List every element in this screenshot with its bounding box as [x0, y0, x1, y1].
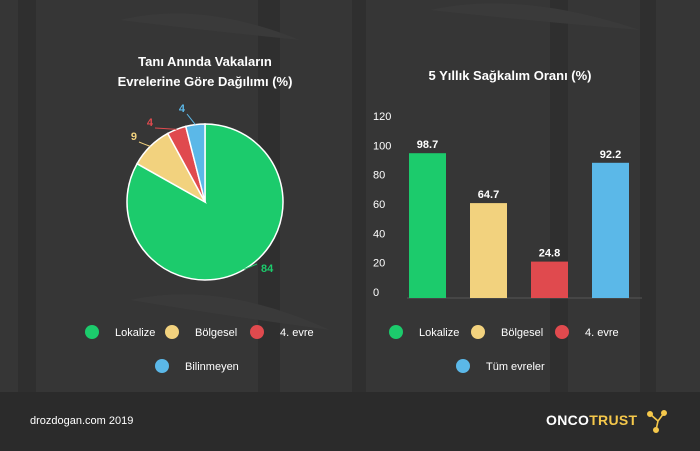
pie-legend-marker-0 — [85, 325, 99, 339]
bar-legend-label-0: Lokalize — [419, 327, 459, 339]
pie-legend-marker-1 — [165, 325, 179, 339]
bar-y-tick-2: 40 — [373, 228, 385, 240]
pie-data-label-0: 84 — [261, 263, 274, 275]
bar-y-tick-1: 20 — [373, 258, 385, 270]
bar-y-tick-6: 120 — [373, 111, 391, 123]
logo-onco: ONCO — [546, 412, 589, 428]
pie-legend: Lokalize Bölgesel 4. evre Bilinmeyen — [85, 325, 314, 373]
bar-data-label-0: 98.7 — [417, 139, 438, 151]
pie-leader-2 — [154, 127, 177, 130]
pie-title-line-1: Tanı Anında Vakaların — [138, 54, 272, 69]
bar-y-tick-3: 60 — [373, 199, 385, 211]
pie-data-label-1: 9 — [131, 131, 137, 143]
pie-slices — [126, 123, 284, 281]
pie-leader-3 — [186, 113, 196, 125]
pie-leader-1 — [138, 141, 151, 147]
bar-legend-label-3: Tüm evreler — [486, 361, 545, 373]
pie-legend-marker-3 — [155, 359, 169, 373]
oncotrust-logo: ONCOTRUST — [546, 409, 667, 433]
bar-legend: Lokalize Bölgesel 4. evre Tüm evreler — [389, 325, 619, 373]
footer-band — [0, 392, 700, 451]
bar-title: 5 Yıllık Sağkalım Oranı (%) — [428, 68, 591, 83]
footer-credit: drozdogan.com 2019 — [30, 415, 133, 427]
bar-legend-label-2: 4. evre — [585, 327, 619, 339]
bar-legend-marker-0 — [389, 325, 403, 339]
bar-1 — [470, 203, 507, 298]
bar-legend-marker-1 — [471, 325, 485, 339]
logo-text: ONCOTRUST — [546, 412, 638, 428]
pie-legend-label-0: Lokalize — [115, 327, 155, 339]
pie-title-line-2: Evrelerine Göre Dağılımı (%) — [118, 74, 293, 89]
bar-legend-marker-2 — [555, 325, 569, 339]
bar-2 — [531, 261, 568, 298]
pie-data-label-3: 4 — [179, 103, 186, 115]
bar-y-tick-0: 0 — [373, 287, 379, 299]
bar-y-tick-4: 80 — [373, 170, 385, 182]
bar-legend-marker-3 — [456, 359, 470, 373]
bar-legend-label-1: Bölgesel — [501, 327, 543, 339]
bar-0 — [409, 153, 446, 298]
pie-data-label-2: 4 — [147, 117, 154, 129]
bar-y-axis: 0 20 40 60 80 100 120 — [373, 111, 391, 299]
bar-data-label-3: 92.2 — [600, 149, 621, 161]
pie-legend-label-3: Bilinmeyen — [185, 361, 239, 373]
bar-data-labels: 98.7 64.7 24.8 92.2 — [417, 139, 621, 259]
pie-leader-0 — [244, 263, 258, 270]
pie-chart: Tanı Anında Vakaların Evrelerine Göre Da… — [118, 54, 293, 281]
footer: drozdogan.com 2019 ONCOTRUST — [0, 392, 700, 451]
pie-legend-label-2: 4. evre — [280, 327, 314, 339]
pie-legend-marker-2 — [250, 325, 264, 339]
bar-y-tick-5: 100 — [373, 140, 391, 152]
bar-3 — [592, 162, 629, 298]
logo-molecule-icon — [646, 409, 667, 433]
pie-slice-3 — [184, 123, 206, 203]
background-bamboo — [18, 0, 656, 392]
logo-trust: TRUST — [589, 412, 637, 428]
bar-data-label-1: 64.7 — [478, 189, 499, 201]
bar-data-label-2: 24.8 — [539, 248, 560, 260]
pie-legend-label-1: Bölgesel — [195, 327, 237, 339]
bar-bars — [409, 153, 629, 298]
bar-chart: 5 Yıllık Sağkalım Oranı (%) 0 20 40 60 80 100… — [373, 68, 642, 299]
